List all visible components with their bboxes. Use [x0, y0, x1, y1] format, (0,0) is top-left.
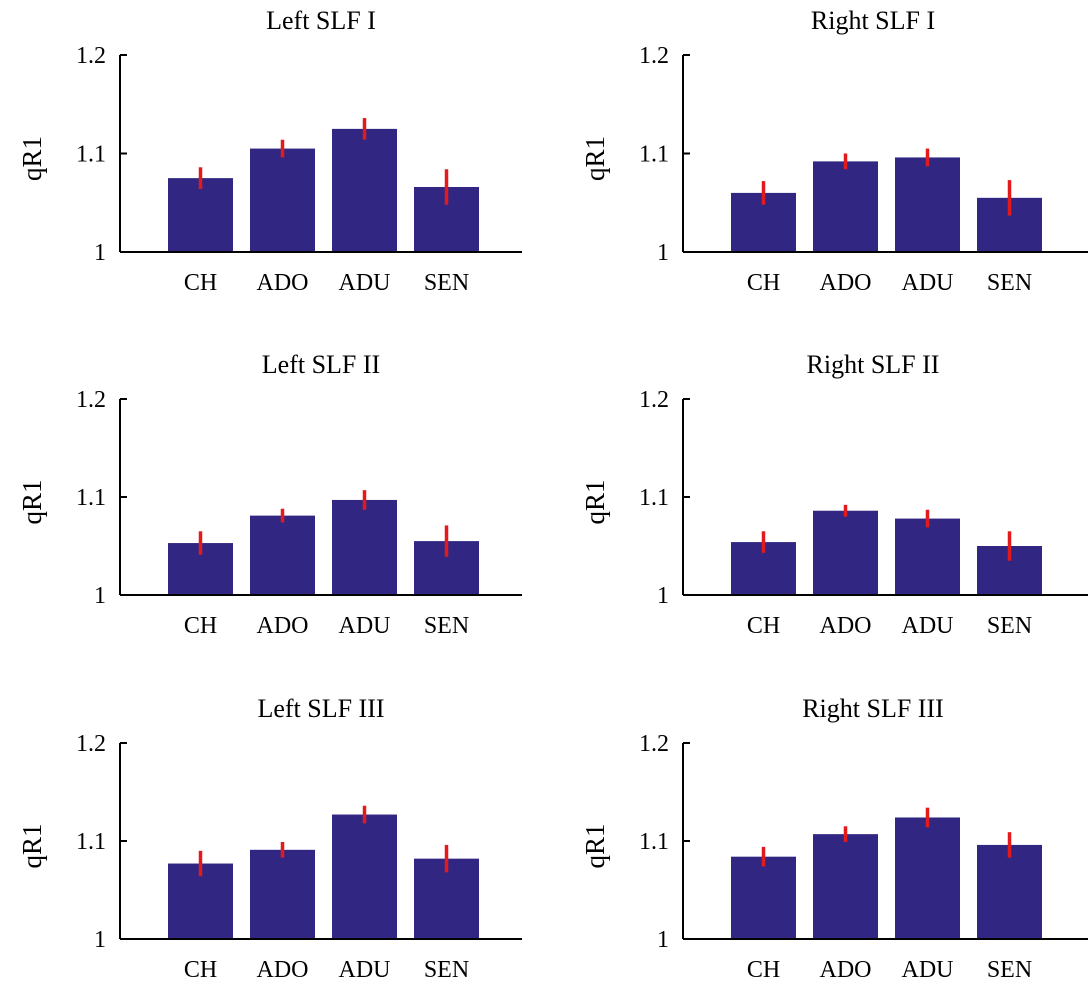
bar-adu — [332, 814, 397, 939]
bar-sen — [977, 844, 1042, 939]
x-tick-label: CH — [747, 613, 780, 639]
x-tick-label: CH — [747, 957, 780, 983]
x-tick-label: ADO — [820, 613, 872, 639]
bar-ado — [813, 510, 878, 595]
x-tick-label: ADU — [902, 270, 954, 296]
x-tick-label: CH — [747, 270, 780, 296]
bar-adu — [895, 518, 960, 595]
y-tick-label: 1.1 — [76, 829, 106, 855]
y-axis-label: qR1 — [580, 136, 610, 181]
bar-ado — [813, 834, 878, 939]
x-tick-label: ADO — [257, 957, 309, 983]
bar-ado — [250, 148, 315, 252]
x-tick-label: SEN — [987, 270, 1032, 296]
y-axis-label: qR1 — [17, 479, 47, 524]
bar-adu — [895, 817, 960, 939]
bar-adu — [332, 128, 397, 252]
x-tick-label: ADU — [902, 957, 954, 983]
x-tick-label: SEN — [424, 270, 469, 296]
x-tick-label: ADO — [820, 957, 872, 983]
y-axis-label: qR1 — [580, 479, 610, 524]
chart-panel-1: 1 1.1 1.2 CH ADO ADU SEN Left SLF I qR1 — [17, 6, 522, 296]
y-tick-label: 1.2 — [76, 387, 106, 413]
y-tick-label: 1.2 — [76, 43, 106, 69]
y-tick-label: 1.1 — [639, 829, 669, 855]
y-tick-label: 1.1 — [639, 485, 669, 511]
chart-title: Right SLF III — [802, 694, 944, 723]
y-tick-label: 1 — [657, 240, 669, 266]
y-tick-label: 1.1 — [639, 142, 669, 168]
bar-adu — [332, 499, 397, 595]
x-tick-label: ADU — [339, 957, 391, 983]
y-tick-label: 1 — [657, 583, 669, 609]
y-tick-label: 1.1 — [76, 485, 106, 511]
y-axis-label: qR1 — [17, 823, 47, 868]
y-tick-label: 1.2 — [639, 387, 669, 413]
y-tick-label: 1 — [94, 583, 106, 609]
chart-title: Left SLF I — [266, 6, 376, 35]
bar-adu — [895, 157, 960, 252]
y-tick-label: 1.2 — [639, 731, 669, 757]
x-tick-label: SEN — [424, 613, 469, 639]
chart-title: Right SLF II — [807, 350, 940, 379]
bar-ch — [168, 178, 233, 252]
y-tick-label: 1 — [94, 927, 106, 953]
x-tick-label: ADU — [339, 613, 391, 639]
bar-ado — [813, 161, 878, 252]
x-tick-label: CH — [184, 613, 217, 639]
bar-ado — [250, 515, 315, 595]
y-tick-label: 1 — [94, 240, 106, 266]
x-tick-label: SEN — [987, 957, 1032, 983]
chart-title: Right SLF I — [811, 6, 935, 35]
y-axis-label: qR1 — [17, 136, 47, 181]
y-tick-label: 1 — [657, 927, 669, 953]
bar-ado — [250, 849, 315, 939]
chart-title: Left SLF III — [257, 694, 384, 723]
x-tick-label: CH — [184, 270, 217, 296]
x-tick-label: CH — [184, 957, 217, 983]
bar-ch — [731, 856, 796, 939]
y-tick-label: 1.2 — [76, 731, 106, 757]
x-tick-label: ADO — [257, 613, 309, 639]
chart-panel-4: 1 1.1 1.2 CH ADO ADU SEN Right SLF II qR1 — [580, 350, 1088, 639]
chart-panel-3: 1 1.1 1.2 CH ADO ADU SEN Left SLF II qR1 — [17, 350, 522, 639]
x-tick-label: SEN — [424, 957, 469, 983]
x-tick-label: ADO — [820, 270, 872, 296]
x-tick-label: SEN — [987, 613, 1032, 639]
chart-title: Left SLF II — [262, 350, 380, 379]
x-tick-label: ADU — [339, 270, 391, 296]
y-axis-label: qR1 — [580, 823, 610, 868]
chart-panel-2: 1 1.1 1.2 CH ADO ADU SEN Right SLF I qR1 — [580, 6, 1088, 296]
chart-panel-5: 1 1.1 1.2 CH ADO ADU SEN Left SLF III qR1 — [17, 694, 522, 983]
x-tick-label: ADO — [257, 270, 309, 296]
y-tick-label: 1.2 — [639, 43, 669, 69]
x-tick-label: ADU — [902, 613, 954, 639]
chart-panel-6: 1 1.1 1.2 CH ADO ADU SEN Right SLF III qR1 — [580, 694, 1088, 983]
y-tick-label: 1.1 — [76, 142, 106, 168]
